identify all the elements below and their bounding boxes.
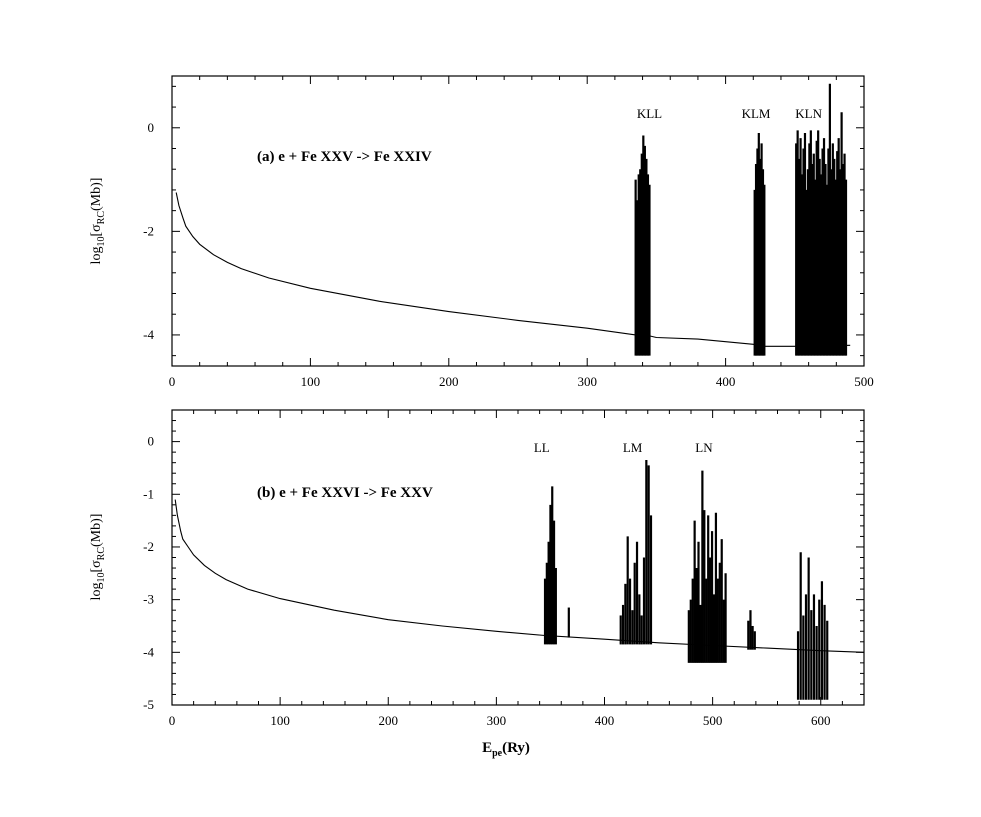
resonance-group	[796, 552, 829, 700]
x-tick-label: 400	[595, 713, 615, 728]
x-tick-label: 100	[270, 713, 290, 728]
panel-b: 0 100 200 300 400 500 600 -5 -4 -3 -2 -1 0 LL LM LN (b…	[89, 409, 865, 728]
x-tick-label: 500	[703, 713, 723, 728]
panel-a-series	[175, 83, 851, 356]
resonance-group	[543, 486, 557, 645]
resonance-group	[619, 460, 653, 645]
x-tick-label: 200	[379, 713, 399, 728]
x-tick-label: 0	[169, 713, 176, 728]
resonance-group	[795, 83, 848, 356]
panel-a-annotation: (a) e + Fe XXV -> Fe XXIV	[257, 149, 432, 165]
x-axis-label: Epe(Ry)	[482, 740, 530, 759]
x-tick-label: 300	[487, 713, 507, 728]
panel-a-ticks	[171, 76, 865, 366]
y-tick-label: -2	[143, 223, 154, 238]
x-tick-label: 300	[577, 374, 597, 389]
background-curve	[174, 499, 865, 653]
panel-a-frame	[171, 75, 865, 367]
panel-b-annotation: (b) e + Fe XXVI -> Fe XXV	[257, 485, 433, 501]
panel-b-tick-labels: 0 100 200 300 400 500 600 -5 -4 -3 -2 -1 0	[143, 434, 830, 728]
background-curve	[175, 192, 851, 347]
resonance-group	[687, 470, 727, 663]
resonance-label: KLL	[637, 106, 662, 121]
resonance-label: LN	[695, 440, 713, 455]
y-tick-label: 0	[148, 434, 155, 449]
x-tick-label: 400	[716, 374, 736, 389]
panel-b-series	[174, 460, 865, 700]
panel-b-frame	[171, 409, 865, 706]
resonance-label: LL	[534, 440, 550, 455]
resonance-label: LM	[623, 440, 643, 455]
resonance-group	[747, 610, 756, 650]
y-tick-label: 0	[148, 120, 155, 135]
x-tick-label: 200	[439, 374, 459, 389]
x-tick-label: 0	[169, 374, 176, 389]
x-tick-label: 100	[301, 374, 321, 389]
panel-b-resonance-labels: LL LM LN	[534, 440, 713, 455]
x-tick-label: 500	[854, 374, 874, 389]
x-tick-label: 600	[811, 713, 831, 728]
y-tick-label: -4	[143, 644, 154, 659]
resonance-label: KLN	[795, 106, 822, 121]
panel-a-ylabel: log10[σRC(Mb)]	[89, 178, 107, 265]
y-tick-label: -4	[143, 327, 154, 342]
panel-b-ticks	[171, 409, 865, 706]
panel-a: 0 100 200 300 400 500 -4 -2 0 KLL KLM KLN (a) e + …	[89, 75, 874, 389]
panel-a-tick-labels: 0 100 200 300 400 500 -4 -2 0	[143, 120, 874, 389]
y-tick-label: -1	[143, 486, 154, 501]
y-tick-label: -3	[143, 592, 154, 607]
resonance-group	[634, 135, 651, 356]
panel-b-ylabel: log10[σRC(Mb)]	[89, 514, 107, 601]
resonance-label: KLM	[742, 106, 771, 121]
y-tick-label: -5	[143, 697, 154, 712]
resonance-group	[753, 132, 766, 356]
panel-a-resonance-labels: KLL KLM KLN	[637, 106, 823, 121]
y-tick-label: -2	[143, 539, 154, 554]
